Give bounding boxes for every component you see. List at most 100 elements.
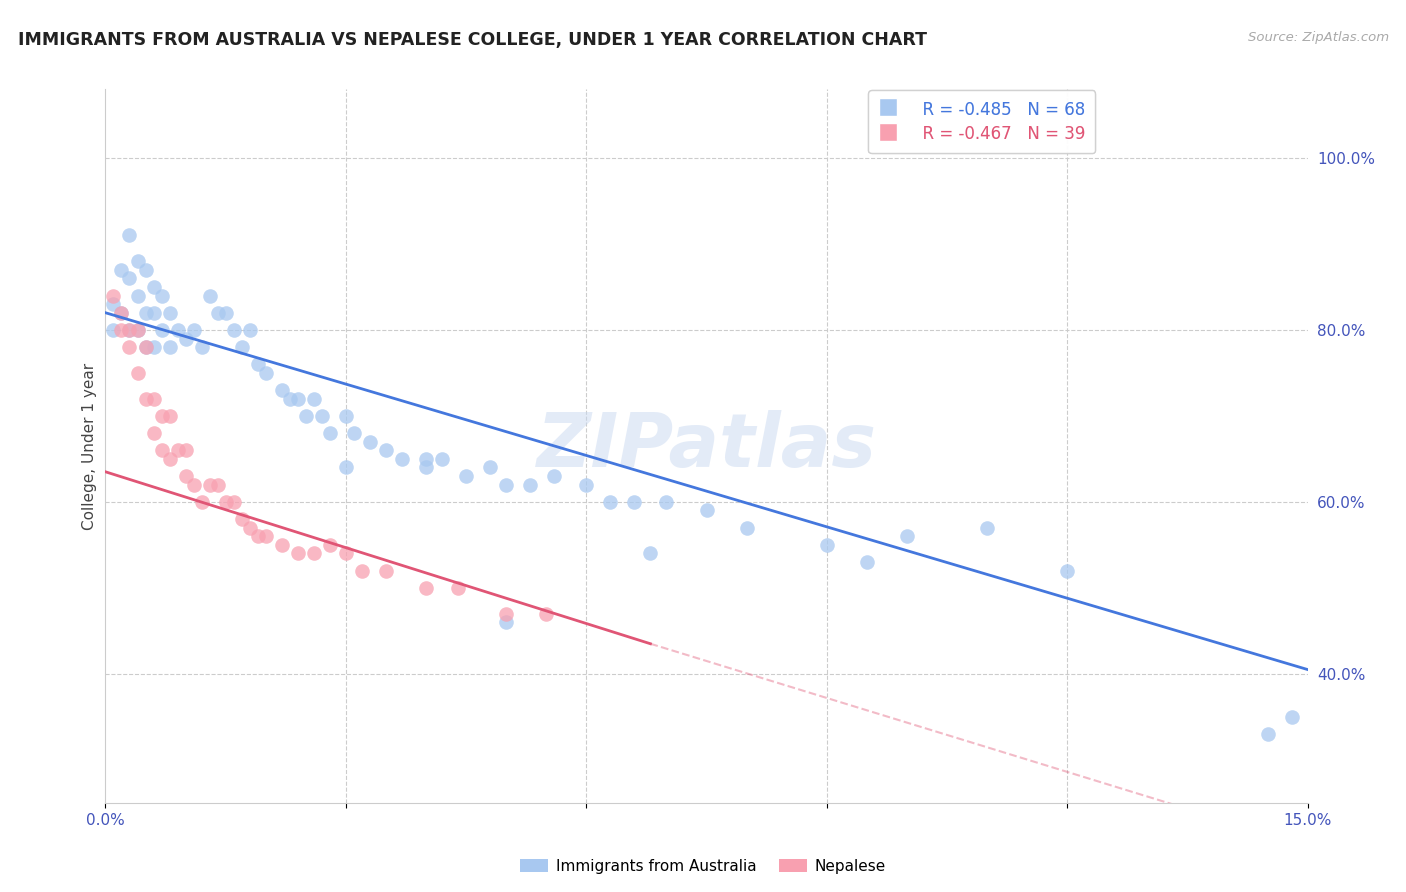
Point [142,426,165,441]
Point [150,443,173,458]
Point [127,254,149,268]
Point [110,262,132,277]
Point [655,495,678,509]
Point [135,340,157,354]
Point [343,426,366,441]
Point [231,340,253,354]
Point [127,288,149,302]
Point [391,451,413,466]
Point [135,306,157,320]
Point [311,409,333,423]
Point [896,529,918,543]
Point [174,469,197,483]
Point [287,546,309,560]
Point [254,529,277,543]
Point [118,323,141,337]
Point [222,495,245,509]
Point [135,340,157,354]
Point [599,495,621,509]
Point [103,288,125,302]
Text: Source: ZipAtlas.com: Source: ZipAtlas.com [1249,31,1389,45]
Legend: Immigrants from Australia, Nepalese: Immigrants from Australia, Nepalese [515,853,891,880]
Point [222,323,245,337]
Point [374,564,398,578]
Point [454,469,477,483]
Point [198,288,221,302]
Point [214,306,236,320]
Point [430,451,453,466]
Point [127,323,149,337]
Point [374,443,398,458]
Point [495,477,517,491]
Point [190,340,212,354]
Point [142,392,165,406]
Point [207,306,229,320]
Point [127,366,149,380]
Point [166,443,188,458]
Point [166,323,188,337]
Point [350,564,373,578]
Point [335,409,357,423]
Point [118,323,141,337]
Point [246,357,269,371]
Point [1281,710,1303,724]
Point [239,323,262,337]
Point [110,306,132,320]
Point [575,477,598,491]
Point [159,306,181,320]
Point [118,340,141,354]
Point [214,495,236,509]
Text: IMMIGRANTS FROM AUSTRALIA VS NEPALESE COLLEGE, UNDER 1 YEAR CORRELATION CHART: IMMIGRANTS FROM AUSTRALIA VS NEPALESE CO… [18,31,928,49]
Point [142,340,165,354]
Point [495,607,517,621]
Point [254,366,277,380]
Point [183,323,205,337]
Point [270,383,292,397]
Point [198,477,221,491]
Y-axis label: College, Under 1 year: College, Under 1 year [82,362,97,530]
Point [142,280,165,294]
Legend:   R = -0.485   N = 68,   R = -0.467   N = 39: R = -0.485 N = 68, R = -0.467 N = 39 [868,90,1095,153]
Point [150,288,173,302]
Point [127,323,149,337]
Point [135,392,157,406]
Point [447,581,470,595]
Point [335,546,357,560]
Point [479,460,502,475]
Text: ZIPatlas: ZIPatlas [537,409,876,483]
Point [118,228,141,243]
Point [231,512,253,526]
Point [735,521,758,535]
Point [207,477,229,491]
Point [110,306,132,320]
Point [623,495,645,509]
Point [815,538,838,552]
Point [640,546,662,560]
Point [495,615,517,630]
Point [696,503,718,517]
Point [103,323,125,337]
Point [415,581,437,595]
Point [287,392,309,406]
Point [415,460,437,475]
Point [976,521,998,535]
Point [159,340,181,354]
Point [415,451,437,466]
Point [239,521,262,535]
Point [150,323,173,337]
Point [1257,727,1279,741]
Point [543,469,565,483]
Point [159,409,181,423]
Point [295,409,318,423]
Point [335,460,357,475]
Point [118,271,141,285]
Point [174,443,197,458]
Point [190,495,212,509]
Point [319,426,342,441]
Point [302,392,325,406]
Point [142,306,165,320]
Point [855,555,877,569]
Point [519,477,541,491]
Point [174,332,197,346]
Point [135,262,157,277]
